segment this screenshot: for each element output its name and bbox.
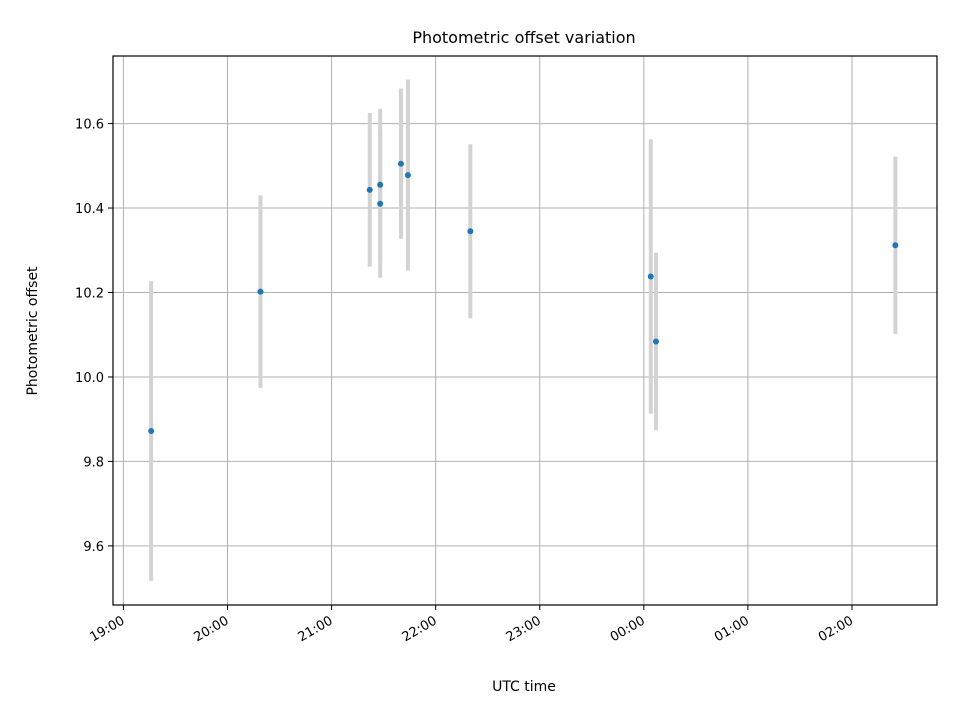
data-point: [377, 200, 384, 207]
y-tick-label: 9.6: [83, 540, 104, 555]
data-point: [404, 172, 411, 179]
data-point: [647, 273, 654, 280]
chart-title: Photometric offset variation: [412, 28, 635, 47]
data-point: [397, 160, 404, 167]
x-axis-label: UTC time: [492, 679, 556, 695]
y-axis-label: Photometric offset: [25, 266, 41, 396]
y-tick-label: 10.2: [75, 286, 104, 301]
data-point: [652, 338, 659, 345]
data-point: [467, 228, 474, 235]
data-point: [366, 186, 373, 193]
data-point: [377, 181, 384, 188]
y-tick-label: 9.8: [83, 455, 104, 470]
data-points: [148, 160, 899, 435]
data-point: [257, 288, 264, 295]
y-axis-ticks: 9.6 9.8 10.0 10.2 10.4 10.6: [75, 118, 113, 555]
data-point: [892, 242, 899, 249]
grid-lines: [113, 56, 937, 605]
y-tick-label: 10.4: [75, 202, 104, 217]
y-tick-label: 10.6: [75, 118, 104, 133]
data-point: [148, 428, 155, 435]
y-tick-label: 10.0: [75, 371, 104, 386]
plot-frame: [112, 55, 938, 606]
